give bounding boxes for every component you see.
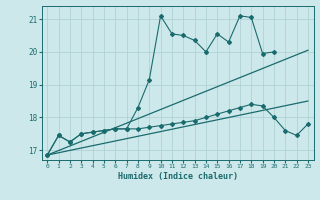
X-axis label: Humidex (Indice chaleur): Humidex (Indice chaleur) bbox=[118, 172, 237, 181]
